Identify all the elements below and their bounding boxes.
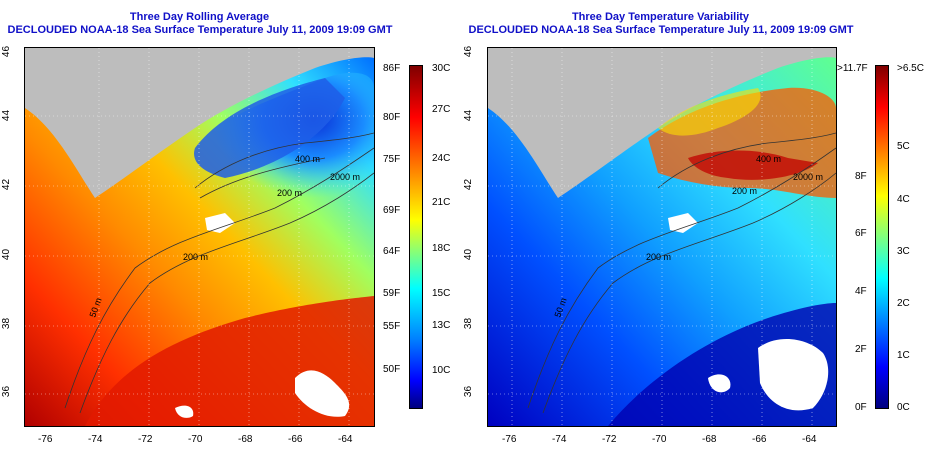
right-cb-c: 2C [897, 298, 910, 309]
right-xtick: -76 [502, 434, 517, 445]
left-cb-f: 55F [383, 321, 401, 332]
left-cb-c: 10C [432, 365, 451, 376]
left-cb-f: 80F [383, 112, 401, 123]
right-contour-400m: 400 m [756, 154, 781, 164]
left-cb-c: 27C [432, 104, 451, 115]
right-ytick: 38 [463, 317, 475, 330]
right-colorbar [875, 65, 889, 409]
right-cb-f: 8F [855, 171, 867, 182]
left-cb-c: 15C [432, 288, 451, 299]
right-cb-c: 3C [897, 246, 910, 257]
right-xtick: -64 [802, 434, 817, 445]
left-contour-400m: 400 m [295, 154, 320, 164]
left-xtick: -68 [238, 434, 253, 445]
left-colorbar [409, 65, 423, 409]
left-contour-200m-a: 200 m [277, 188, 302, 198]
right-cb-f: 4F [855, 286, 867, 297]
right-cb-c: 4C [897, 194, 910, 205]
right-cb-f: >11.7F [837, 63, 868, 74]
left-cb-f: 50F [383, 364, 401, 375]
left-ytick: 42 [1, 178, 13, 191]
right-cb-c: 0C [897, 402, 910, 413]
left-cb-c: 18C [432, 243, 451, 254]
left-cb-c: 24C [432, 153, 451, 164]
right-cb-c: >6.5C [897, 63, 924, 74]
right-cb-f: 6F [855, 228, 867, 239]
left-cb-c: 30C [432, 63, 451, 74]
right-xtick: -70 [652, 434, 667, 445]
right-contour-200m-b: 200 m [646, 252, 671, 262]
right-title-line2: DECLOUDED NOAA-18 Sea Surface Temperatur… [468, 24, 854, 36]
right-ytick: 44 [463, 109, 475, 122]
left-contour-2000m: 2000 m [330, 172, 360, 182]
left-cb-f: 75F [383, 154, 401, 165]
right-cb-c: 1C [897, 350, 910, 361]
left-xtick: -72 [138, 434, 153, 445]
right-xtick: -72 [602, 434, 617, 445]
right-contour-2000m: 2000 m [793, 172, 823, 182]
left-cb-c: 13C [432, 320, 451, 331]
left-title-line2: DECLOUDED NOAA-18 Sea Surface Temperatur… [7, 24, 393, 36]
right-ytick: 46 [463, 45, 475, 58]
left-ytick: 36 [1, 385, 13, 398]
right-cb-f: 2F [855, 344, 867, 355]
right-ytick: 36 [463, 385, 475, 398]
right-map-svg: 400 m 2000 m 200 m 200 m 50 m [488, 48, 836, 426]
left-cb-f: 64F [383, 246, 401, 257]
right-ytick: 42 [463, 178, 475, 191]
left-map-svg: 400 m 2000 m 200 m 200 m 50 m [25, 48, 374, 426]
left-ytick: 40 [1, 248, 13, 261]
right-cb-c: 5C [897, 141, 910, 152]
left-xtick: -66 [288, 434, 303, 445]
right-xtick: -66 [752, 434, 767, 445]
left-sst-map: 400 m 2000 m 200 m 200 m 50 m [24, 47, 375, 427]
left-xtick: -74 [88, 434, 103, 445]
left-cb-c: 21C [432, 197, 451, 208]
left-xtick: -64 [338, 434, 353, 445]
left-cb-f: 86F [383, 63, 401, 74]
left-cb-f: 59F [383, 288, 401, 299]
right-cb-f: 0F [855, 402, 867, 413]
right-xtick: -74 [552, 434, 567, 445]
left-ytick: 46 [1, 45, 13, 58]
left-cb-f: 69F [383, 205, 401, 216]
left-title-line1: Three Day Rolling Average [129, 11, 270, 23]
left-contour-200m-b: 200 m [183, 252, 208, 262]
right-ytick: 40 [463, 248, 475, 261]
left-ytick: 38 [1, 317, 13, 330]
right-contour-200m-a: 200 m [732, 186, 757, 196]
left-xtick: -70 [188, 434, 203, 445]
right-xtick: -68 [702, 434, 717, 445]
right-title-line1: Three Day Temperature Variability [571, 11, 750, 23]
left-ytick: 44 [1, 109, 13, 122]
left-xtick: -76 [38, 434, 53, 445]
right-variability-map: 400 m 2000 m 200 m 200 m 50 m [487, 47, 837, 427]
